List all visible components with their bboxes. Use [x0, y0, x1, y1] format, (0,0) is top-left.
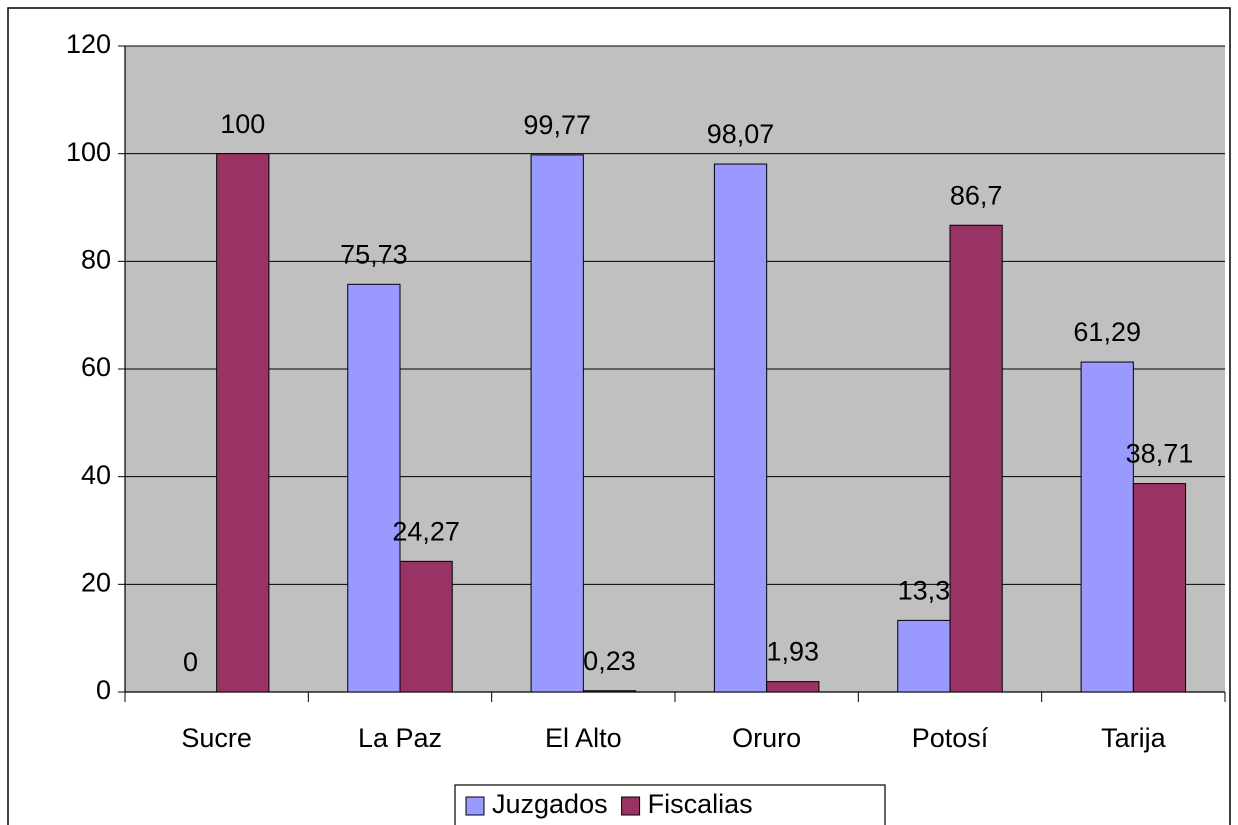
- legend-swatch: [465, 796, 485, 816]
- x-tick-label: Potosí: [912, 723, 989, 753]
- y-tick-label: 80: [81, 244, 111, 274]
- y-tick-label: 60: [81, 352, 111, 382]
- y-tick-label: 40: [81, 460, 111, 490]
- bar: [582, 690, 637, 693]
- x-tick-label: Sucre: [181, 723, 252, 753]
- value-label: 99,77: [523, 110, 591, 140]
- x-tick-label: El Alto: [545, 723, 622, 753]
- value-label: 100: [220, 109, 265, 139]
- bar: [347, 283, 401, 693]
- value-label: 61,29: [1073, 317, 1141, 347]
- bar: [713, 163, 768, 693]
- x-tick-label: La Paz: [358, 723, 442, 753]
- bar: [949, 224, 1003, 693]
- value-label: 98,07: [707, 119, 775, 149]
- legend-box: [454, 784, 886, 825]
- bar: [1080, 361, 1134, 693]
- bar: [897, 619, 951, 693]
- y-tick-label: 100: [66, 137, 111, 167]
- value-label: 24,27: [392, 516, 460, 546]
- bar: [530, 154, 584, 693]
- value-label: 1,93: [767, 637, 820, 667]
- legend-label: Juzgados: [492, 789, 608, 819]
- legend-swatch: [621, 796, 641, 816]
- value-label: 38,71: [1126, 439, 1194, 469]
- value-label: 75,73: [340, 239, 408, 269]
- bar: [399, 560, 453, 693]
- bar: [1132, 483, 1187, 693]
- x-tick-label: Oruro: [732, 723, 801, 753]
- value-label: 0,23: [583, 646, 636, 676]
- value-label: 13,3: [898, 576, 951, 606]
- y-tick-label: 20: [81, 567, 111, 597]
- bar: [766, 681, 820, 693]
- value-label: 0: [183, 647, 198, 677]
- legend-label: Fiscalias: [648, 789, 753, 819]
- y-tick-label: 0: [96, 675, 111, 705]
- y-tick-label: 120: [66, 29, 111, 59]
- bar: [216, 153, 270, 693]
- value-label: 86,7: [950, 180, 1003, 210]
- x-tick-label: Tarija: [1101, 723, 1167, 753]
